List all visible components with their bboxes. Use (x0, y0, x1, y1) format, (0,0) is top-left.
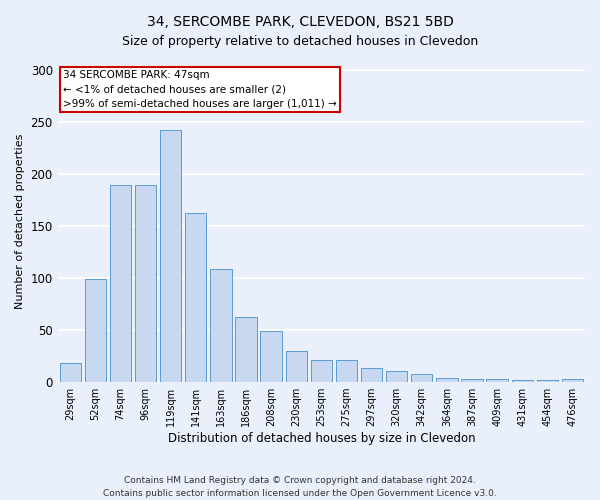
Bar (59, 364, 81, 382)
Bar (135, 184, 156, 382)
Bar (361, 368, 382, 382)
Bar (235, 316, 257, 382)
Bar (536, 380, 558, 382)
Y-axis label: Number of detached properties: Number of detached properties (15, 134, 25, 308)
Bar (562, 379, 583, 382)
Bar (386, 370, 407, 382)
Bar (411, 374, 433, 382)
Bar (487, 379, 508, 382)
X-axis label: Distribution of detached houses by size in Clevedon: Distribution of detached houses by size … (167, 432, 475, 445)
Bar (110, 184, 131, 382)
Text: Contains HM Land Registry data © Crown copyright and database right 2024.
Contai: Contains HM Land Registry data © Crown c… (103, 476, 497, 498)
Bar (210, 269, 232, 382)
Bar (286, 351, 307, 382)
Bar (336, 360, 357, 382)
Bar (512, 380, 533, 382)
Bar (311, 360, 332, 382)
Bar (85, 279, 106, 382)
Bar (436, 378, 458, 382)
Bar (185, 212, 206, 382)
Bar (461, 379, 482, 382)
Text: Size of property relative to detached houses in Clevedon: Size of property relative to detached ho… (122, 35, 478, 48)
Text: 34 SERCOMBE PARK: 47sqm
← <1% of detached houses are smaller (2)
>99% of semi-de: 34 SERCOMBE PARK: 47sqm ← <1% of detache… (63, 70, 337, 110)
Bar (260, 331, 282, 382)
Bar (160, 130, 181, 382)
Text: 34, SERCOMBE PARK, CLEVEDON, BS21 5BD: 34, SERCOMBE PARK, CLEVEDON, BS21 5BD (146, 15, 454, 29)
